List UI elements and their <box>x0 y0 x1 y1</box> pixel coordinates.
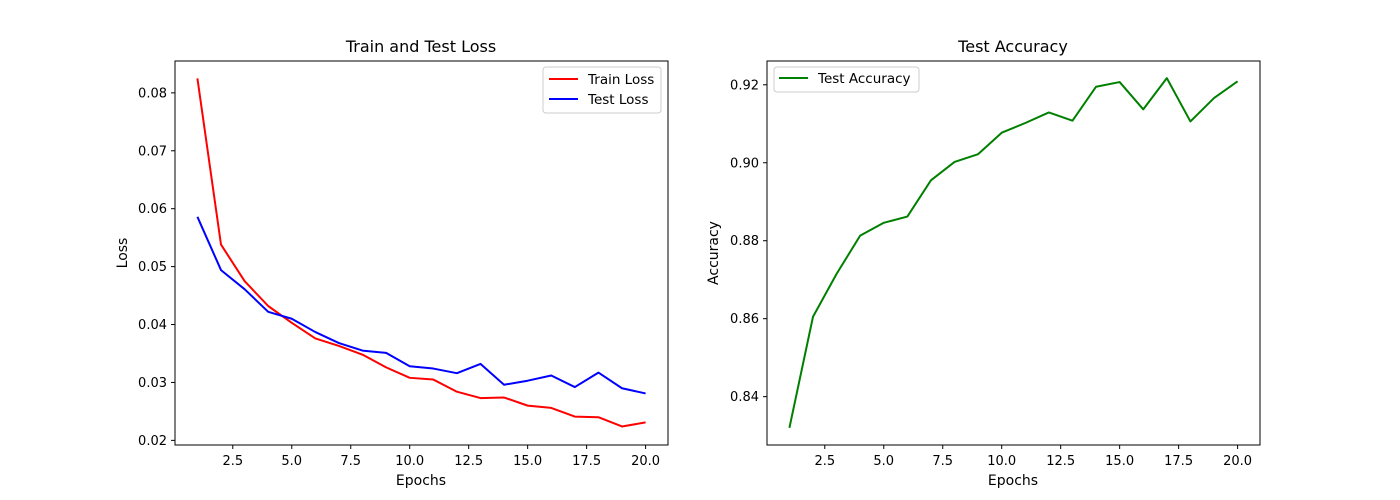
y-tick-label: 0.04 <box>138 318 167 333</box>
y-tick-label: 0.05 <box>138 260 167 275</box>
accuracy-chart: Test Accuracy 2.5 5.0 7.5 10.0 12.5 15.0 17.5 2… <box>706 37 1261 489</box>
axes-frame <box>174 60 669 446</box>
x-tick-label: 15.0 <box>1105 454 1134 469</box>
plot-area: 2.5 5.0 7.5 10.0 12.5 15.0 17.5 20.0 0.02 0.03 0.0… <box>138 78 660 469</box>
y-axis-label: Loss <box>115 238 131 269</box>
y-tick-label: 0.06 <box>138 202 167 217</box>
x-tick-label: 12.5 <box>1046 454 1075 469</box>
y-tick-label: 0.88 <box>730 234 759 249</box>
y-tick-label: 0.92 <box>730 78 759 93</box>
x-axis-label: Epochs <box>988 473 1038 489</box>
y-tick-label: 0.84 <box>730 390 759 405</box>
x-axis-label: Epochs <box>396 473 446 489</box>
x-tick-label: 7.5 <box>340 454 361 469</box>
y-tick-label: 0.90 <box>730 156 759 171</box>
legend: Test Accuracy <box>773 66 920 93</box>
chart-title: Train and Test Loss <box>345 37 496 56</box>
y-tick-label: 0.03 <box>138 376 167 391</box>
x-tick-label: 2.5 <box>222 454 243 469</box>
legend: Train Loss Test Loss <box>542 66 662 114</box>
x-tick-label: 10.0 <box>395 454 424 469</box>
x-tick-label: 5.0 <box>281 454 302 469</box>
series-line-test-loss <box>196 216 646 395</box>
plot-area: 2.5 5.0 7.5 10.0 12.5 15.0 17.5 20.0 0.84 0.86 0.8… <box>730 77 1252 469</box>
loss-chart: Train and Test Loss 2.5 5.0 7.5 10.0 12.5 15.… <box>115 37 669 489</box>
legend-label-test-accuracy: Test Accuracy <box>817 71 911 87</box>
legend-label-test-loss: Test Loss <box>587 92 649 108</box>
y-axis-label: Accuracy <box>706 221 722 285</box>
x-tick-label: 5.0 <box>873 454 894 469</box>
chart-title: Test Accuracy <box>957 37 1068 56</box>
y-tick-label: 0.07 <box>138 144 167 159</box>
x-tick-label: 2.5 <box>814 454 835 469</box>
series-line-test-accuracy <box>788 77 1239 429</box>
x-tick-label: 20.0 <box>1223 454 1252 469</box>
legend-box <box>773 66 920 93</box>
y-tick-label: 0.08 <box>138 86 167 101</box>
y-tick-label: 0.86 <box>730 312 759 327</box>
x-tick-label: 10.0 <box>987 454 1016 469</box>
axes-frame <box>766 60 1261 446</box>
x-tick-label: 7.5 <box>932 454 953 469</box>
legend-label-train-loss: Train Loss <box>587 72 654 88</box>
x-tick-label: 20.0 <box>631 454 660 469</box>
series-line-train-loss <box>196 78 646 428</box>
x-tick-label: 17.5 <box>572 454 601 469</box>
x-tick-label: 12.5 <box>454 454 483 469</box>
y-tick-label: 0.02 <box>138 434 167 449</box>
x-tick-label: 17.5 <box>1164 454 1193 469</box>
x-tick-label: 15.0 <box>513 454 542 469</box>
